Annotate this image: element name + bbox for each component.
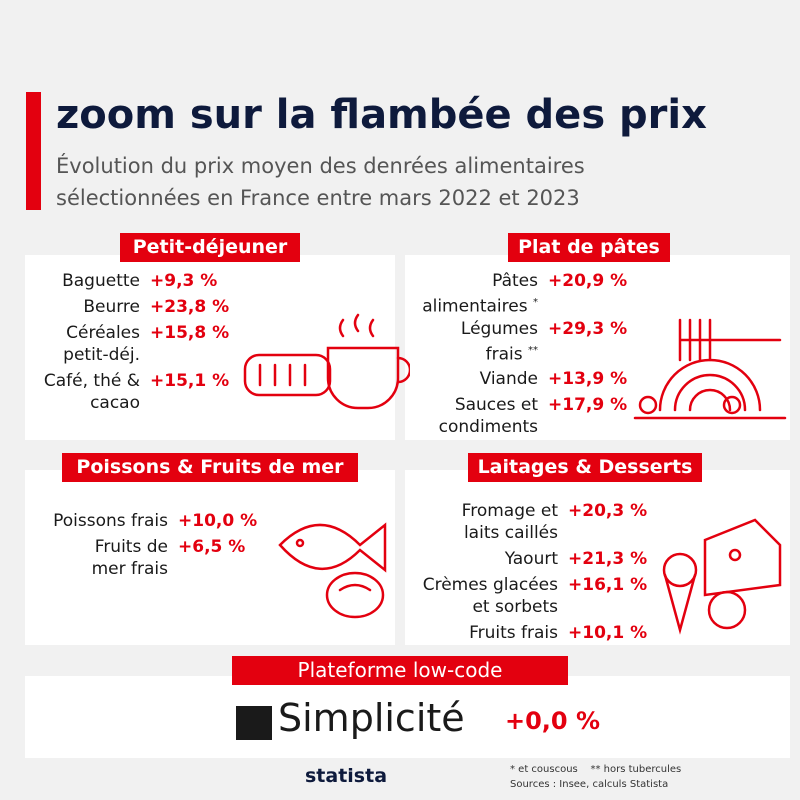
item-label: Viande	[410, 368, 538, 390]
pasta-icon	[633, 318, 787, 420]
panel	[25, 470, 395, 645]
item-value: +29,3 %	[548, 319, 628, 339]
seafood-icon	[278, 522, 387, 619]
label-line: et sorbets	[472, 597, 558, 617]
item-value: +21,3 %	[568, 549, 648, 569]
item-value: +17,9 %	[548, 395, 628, 415]
brand: Simplicité	[278, 696, 465, 740]
item: Fruits frais +10,1 %	[410, 622, 647, 644]
subtitle-line: sélectionnées en France entre mars 2022 …	[56, 186, 580, 210]
item-value: +10,0 %	[178, 511, 258, 531]
label-line: petit-déj.	[63, 345, 140, 365]
label-line: Baguette	[62, 271, 140, 291]
item-value: +23,8 %	[150, 297, 230, 317]
section-header: Poissons & Fruits de mer	[62, 453, 358, 482]
item: Fruits de mer frais +6,5 %	[30, 536, 246, 580]
panel	[405, 470, 790, 645]
accent-bar	[26, 92, 41, 210]
item-label: Baguette	[40, 270, 140, 292]
brand-icon	[236, 706, 272, 740]
label-line: Fruits frais	[469, 623, 558, 643]
item: Baguette +9,3 %	[40, 270, 217, 292]
label-line: Crèmes glacées	[422, 575, 558, 595]
label-line: Sauces et	[454, 395, 538, 415]
item-label: Céréales petit-déj.	[40, 322, 140, 366]
label-line: condiments	[438, 417, 538, 437]
item-label: Fruits frais	[410, 622, 558, 644]
label-line: Céréales	[66, 323, 140, 343]
item-label: Yaourt	[410, 548, 558, 570]
label-line: Viande	[479, 369, 538, 389]
item: Fromage et laits caillés +20,3 %	[410, 500, 647, 544]
item: Pâtes alimentaires * +20,9 %	[410, 270, 627, 318]
label-line: cacao	[90, 393, 140, 413]
item: Beurre +23,8 %	[40, 296, 229, 318]
item-label: Légumes frais **	[410, 318, 538, 366]
label-line: Yaourt	[504, 549, 558, 569]
item-label: Pâtes alimentaires *	[410, 270, 538, 318]
item: Poissons frais +10,0 %	[30, 510, 257, 532]
logo: statista	[305, 765, 388, 787]
source: Sources : Insee, calculs Statista	[510, 779, 669, 790]
item-value: +20,9 %	[548, 271, 628, 291]
label-line: Fruits de	[94, 537, 168, 557]
item-value: +9,3 %	[150, 271, 218, 291]
brand-value: +0,0 %	[505, 707, 601, 735]
item-label: Fromage et laits caillés	[410, 500, 558, 544]
label-line: mer frais	[91, 559, 168, 579]
section-header: Laitages & Desserts	[468, 453, 702, 482]
label-line: Café, thé &	[43, 371, 140, 391]
item-value: +13,9 %	[548, 369, 628, 389]
item: Céréales petit-déj. +15,8 %	[40, 322, 229, 366]
label-line: Beurre	[83, 297, 140, 317]
label-line: Légumes	[460, 319, 538, 339]
item: Crèmes glacées et sorbets +16,1 %	[410, 574, 647, 618]
panel	[25, 676, 790, 758]
item-value: +15,8 %	[150, 323, 230, 343]
item-label: Beurre	[40, 296, 140, 318]
item: Légumes frais ** +29,3 %	[410, 318, 627, 366]
section-header: Plat de pâtes	[508, 233, 670, 262]
footnote: * et couscous ** hors tubercules	[510, 764, 682, 775]
item: Café, thé & cacao +15,1 %	[40, 370, 229, 414]
label-line: frais **	[485, 344, 538, 365]
item-label: Poissons frais	[30, 510, 168, 532]
item-label: Fruits de mer frais	[30, 536, 168, 580]
title: zoom sur la flambée des prix	[56, 92, 707, 138]
item-value: +20,3 %	[568, 501, 648, 521]
subtitle-line: Évolution du prix moyen des denrées alim…	[56, 154, 585, 178]
breakfast-icon	[243, 313, 410, 410]
note: **	[528, 345, 538, 356]
section-header: Plateforme low-code	[232, 656, 568, 685]
label-line: laits caillés	[463, 523, 558, 543]
item: Viande +13,9 %	[410, 368, 628, 390]
note: *	[533, 297, 538, 308]
item-label: Sauces et condiments	[410, 394, 538, 438]
item-value: +6,5 %	[178, 537, 246, 557]
item: Yaourt +21,3 %	[410, 548, 647, 570]
label-line: Poissons frais	[53, 511, 168, 531]
item-value: +15,1 %	[150, 371, 230, 391]
item-value: +10,1 %	[568, 623, 648, 643]
label-line: Pâtes	[492, 271, 538, 291]
label-line: alimentaires *	[422, 296, 538, 317]
item-label: Café, thé & cacao	[40, 370, 140, 414]
subtitle: Évolution du prix moyen des denrées alim…	[56, 150, 585, 214]
item-label: Crèmes glacées et sorbets	[410, 574, 558, 618]
label-line: Fromage et	[461, 501, 558, 521]
section-header: Petit-déjeuner	[120, 233, 300, 262]
item: Sauces et condiments +17,9 %	[410, 394, 628, 438]
item-value: +16,1 %	[568, 575, 648, 595]
dessert-icon	[662, 518, 782, 635]
